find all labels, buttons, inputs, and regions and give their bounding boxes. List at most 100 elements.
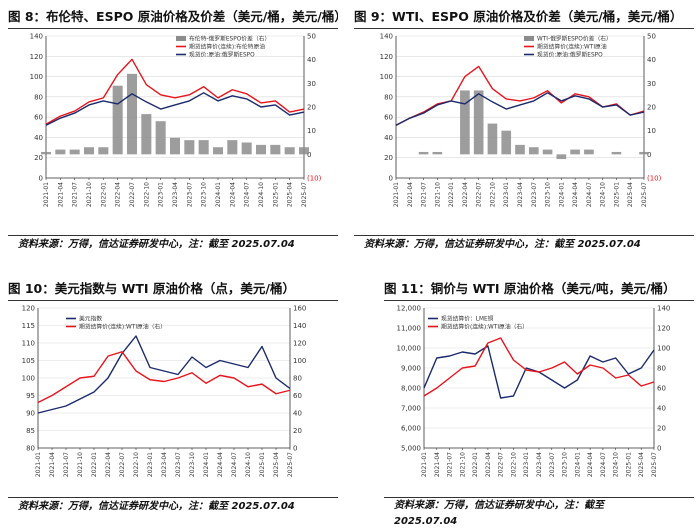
- fig11-right-tick-label: 40: [657, 405, 666, 413]
- fig9-legend-swatch: [524, 36, 534, 41]
- fig10-left-tick-label: 90: [26, 410, 35, 418]
- fig10-right-tick-label: 80: [293, 375, 302, 383]
- fig10-x-tick-label: 2022-10: [133, 452, 140, 477]
- figure-9-title: 图 9：WTI、ESPO 原油价格及价差（美元/桶，美元/桶）: [354, 6, 694, 29]
- fig10-left-tick-label: 95: [26, 392, 35, 400]
- fig8-spread-bar: [155, 121, 166, 155]
- fig9-left-tick-label: 120: [380, 53, 393, 61]
- fig9-x-tick-label: 2023-01: [503, 182, 510, 207]
- fig10-x-tick-label: 2021-07: [63, 452, 70, 477]
- fig8-right-tick-label: 0: [307, 151, 311, 159]
- fig8-right-tick-label: 20: [307, 104, 316, 112]
- fig9-spread-bar: [611, 151, 622, 155]
- fig8-spread-bar: [83, 147, 95, 155]
- fig8-x-tick-label: 2022-10: [143, 182, 150, 207]
- fig9-left-tick-label: 60: [384, 114, 393, 122]
- fig8-x-tick-label: 2022-01: [100, 182, 107, 207]
- fig10-right-tick-label: 0: [293, 445, 297, 453]
- fig8-x-tick-label: 2024-07: [244, 182, 251, 207]
- fig11-x-tick-label: 2021-04: [434, 452, 441, 477]
- fig10-left-tick-label: 85: [26, 427, 35, 435]
- fig11-x-tick-label: 2024-10: [613, 452, 620, 477]
- fig9-x-tick-label: 2022-10: [489, 182, 496, 207]
- fig8-spread-bar: [212, 147, 224, 155]
- fig10-series-line-1: [37, 351, 291, 404]
- fig9-legend-label: 期货结算价(连续):WTI原油: [537, 43, 607, 51]
- fig9-x-tick-label: 2021-04: [407, 182, 414, 207]
- figure-11-chart: 5,000 6,000 7,000 8,000 9,000 10,000 11,000 12,…: [397, 305, 671, 478]
- fig8-spread-bar: [98, 147, 109, 155]
- fig8-right-tick-label: 30: [307, 80, 316, 88]
- fig11-x-tick-label: 2025-01: [625, 452, 632, 477]
- fig8-left-tick-label: 100: [30, 73, 43, 81]
- fig9-x-tick-label: 2021-01: [393, 182, 400, 207]
- fig9-left-tick-label: 140: [380, 33, 393, 41]
- fig9-right-tick-label: (10): [647, 175, 662, 183]
- fig9-spread-bar: [432, 151, 443, 155]
- fig8-x-tick-label: 2021-10: [86, 182, 93, 207]
- fig8-x-tick-label: 2022-04: [115, 182, 122, 207]
- fig8-x-tick-label: 2023-04: [172, 182, 179, 207]
- fig9-spread-bar: [515, 144, 525, 155]
- fig11-right-tick-label: 100: [657, 345, 670, 353]
- fig8-series-line-1: [45, 92, 305, 126]
- fig9-spread-bar: [460, 90, 470, 155]
- fig9-x-tick-label: 2025-04: [627, 182, 634, 207]
- fig11-x-tick-label: 2022-01: [472, 452, 479, 477]
- fig8-spread-bar: [126, 73, 138, 155]
- fig8-x-tick-label: 2025-01: [272, 182, 279, 207]
- figure-10-source: 资料来源：万得，信达证券研发中心，注：截至 2025.07.04: [8, 497, 338, 515]
- fig8-right-tick-label: (10): [307, 175, 322, 183]
- fig8-series-line-0: [45, 58, 305, 125]
- fig11-x-tick-label: 2021-01: [421, 452, 428, 477]
- fig8-x-tick-label: 2021-04: [57, 182, 64, 207]
- fig9-left-tick-label: 40: [384, 134, 393, 142]
- fig8-legend-label: 现货价:原油:俄罗斯ESPO: [189, 51, 255, 59]
- fig10-x-tick-label: 2023-01: [147, 452, 154, 477]
- fig9-x-tick-label: 2022-01: [448, 182, 455, 207]
- fig9-spread-bar: [639, 151, 649, 155]
- fig11-x-tick-label: 2023-07: [549, 452, 556, 477]
- fig10-left-tick-label: 115: [22, 322, 35, 330]
- fig11-x-tick-label: 2022-10: [510, 452, 517, 477]
- fig8-spread-bar: [169, 137, 181, 155]
- fig10-x-tick-label: 2024-10: [245, 452, 252, 477]
- fig10-x-tick-label: 2024-01: [203, 452, 210, 477]
- fig10-right-tick-label: 20: [293, 427, 302, 435]
- fig10-left-tick-label: 100: [22, 375, 35, 383]
- fig11-x-tick-label: 2025-04: [638, 452, 645, 477]
- fig11-left-tick-label: 5,000: [401, 445, 421, 453]
- fig9-spread-bar: [418, 151, 429, 155]
- fig9-x-tick-label: 2024-01: [558, 182, 565, 207]
- fig8-legend-swatch: [176, 36, 186, 41]
- fig8-spread-bar: [270, 144, 281, 155]
- fig9-x-tick-label: 2023-07: [531, 182, 538, 207]
- fig9-right-tick-label: 40: [647, 56, 656, 64]
- figure-8-panel: 图 8：布伦特、ESPO 原油价格及价差（美元/桶，美元/桶） 0 20 40 60 8…: [8, 6, 338, 252]
- fig10-x-tick-label: 2022-07: [119, 452, 126, 477]
- fig8-x-tick-label: 2024-10: [258, 182, 265, 207]
- fig11-x-tick-label: 2024-07: [600, 452, 607, 477]
- fig9-spread-bar: [584, 149, 594, 155]
- fig8-x-tick-label: 2022-07: [129, 182, 136, 207]
- fig10-x-tick-label: 2024-04: [217, 452, 224, 477]
- fig11-right-tick-label: 60: [657, 385, 666, 393]
- fig10-x-tick-label: 2021-10: [77, 452, 84, 477]
- fig9-spread-bar: [528, 147, 539, 155]
- figure-10-title: 图 10：美元指数与 WTI 原油价格（点，美元/桶）: [8, 278, 338, 301]
- fig11-right-tick-label: 120: [657, 325, 670, 333]
- fig9-x-tick-label: 2023-10: [545, 182, 552, 207]
- fig10-left-tick-label: 105: [22, 357, 35, 365]
- fig11-left-tick-label: 8,000: [401, 385, 421, 393]
- fig8-spread-bar: [141, 114, 152, 155]
- fig11-x-tick-label: 2025-07: [651, 452, 658, 477]
- fig10-right-tick-label: 140: [293, 322, 306, 330]
- fig10-x-tick-label: 2023-04: [161, 452, 168, 477]
- fig9-series-line-1: [395, 92, 645, 126]
- figure-9-panel: 图 9：WTI、ESPO 原油价格及价差（美元/桶，美元/桶） 0 20 40 60 8…: [354, 6, 694, 252]
- fig9-left-tick-label: 80: [384, 93, 393, 101]
- fig10-right-tick-label: 160: [293, 305, 306, 313]
- figure-10-chart: 80 85 90 95 100 105 110 115 120 0 20 40 60 80 100 120 14…: [22, 305, 307, 478]
- fig10-right-tick-label: 40: [293, 410, 302, 418]
- fig9-series-line-0: [395, 65, 645, 126]
